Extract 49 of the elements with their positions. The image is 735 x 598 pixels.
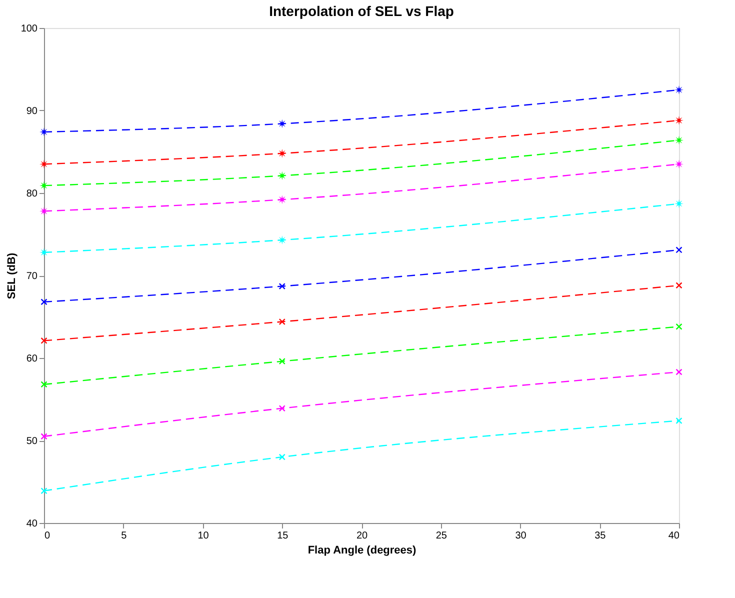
point <box>674 136 684 145</box>
point <box>278 171 287 180</box>
x-axis-title: Flap Angle (degrees) <box>308 544 417 556</box>
x-tick-label: 35 <box>594 530 606 542</box>
point <box>278 318 286 326</box>
y-tick-label: 80 <box>26 188 38 200</box>
point <box>278 405 286 412</box>
point <box>40 160 48 169</box>
point <box>40 381 48 388</box>
point <box>278 282 286 290</box>
point <box>676 246 682 254</box>
point <box>278 236 287 244</box>
y-tick-label: 100 <box>20 24 38 34</box>
y-tick-label: 40 <box>26 518 38 530</box>
y-tick-label: 70 <box>26 271 38 282</box>
x-tick-label: 15 <box>277 530 289 542</box>
point <box>40 298 48 306</box>
point <box>278 454 286 460</box>
point <box>674 199 684 208</box>
point <box>674 160 684 169</box>
point <box>40 206 48 216</box>
point <box>676 417 682 424</box>
point <box>676 368 682 376</box>
point <box>278 119 287 128</box>
y-axis-title: SEL (dB) <box>6 252 18 300</box>
point <box>278 358 286 365</box>
y-tick-label: 50 <box>26 436 38 447</box>
point <box>40 488 48 494</box>
x-tick-label: 25 <box>436 530 448 542</box>
x-tick-label: 30 <box>515 530 527 542</box>
x-tick-label: 10 <box>198 530 210 542</box>
point <box>40 433 48 440</box>
point <box>40 127 48 136</box>
point <box>40 337 48 344</box>
point <box>278 195 287 204</box>
point <box>40 248 48 257</box>
x-tick-label: 0 <box>44 530 50 542</box>
point <box>40 181 48 190</box>
chart-title: Interpolation of SEL vs Flap <box>269 3 454 19</box>
point <box>674 116 684 125</box>
x-tick-label: 40 <box>668 530 680 542</box>
point <box>278 148 287 158</box>
y-tick-label: 60 <box>26 354 38 364</box>
x-tick-label: 5 <box>121 530 128 542</box>
point <box>674 85 684 94</box>
point <box>676 282 682 289</box>
point <box>676 323 682 330</box>
x-tick-label: 20 <box>356 530 368 542</box>
y-tick-label: 90 <box>26 106 38 117</box>
